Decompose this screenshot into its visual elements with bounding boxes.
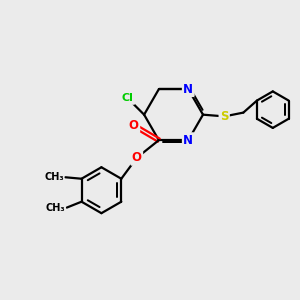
Text: S: S — [220, 110, 229, 123]
Text: CH₃: CH₃ — [44, 172, 64, 182]
Text: Cl: Cl — [122, 94, 134, 103]
Text: N: N — [183, 134, 193, 147]
Text: CH₃: CH₃ — [46, 202, 65, 213]
Text: O: O — [129, 119, 139, 132]
Text: O: O — [132, 151, 142, 164]
Text: N: N — [183, 83, 193, 96]
